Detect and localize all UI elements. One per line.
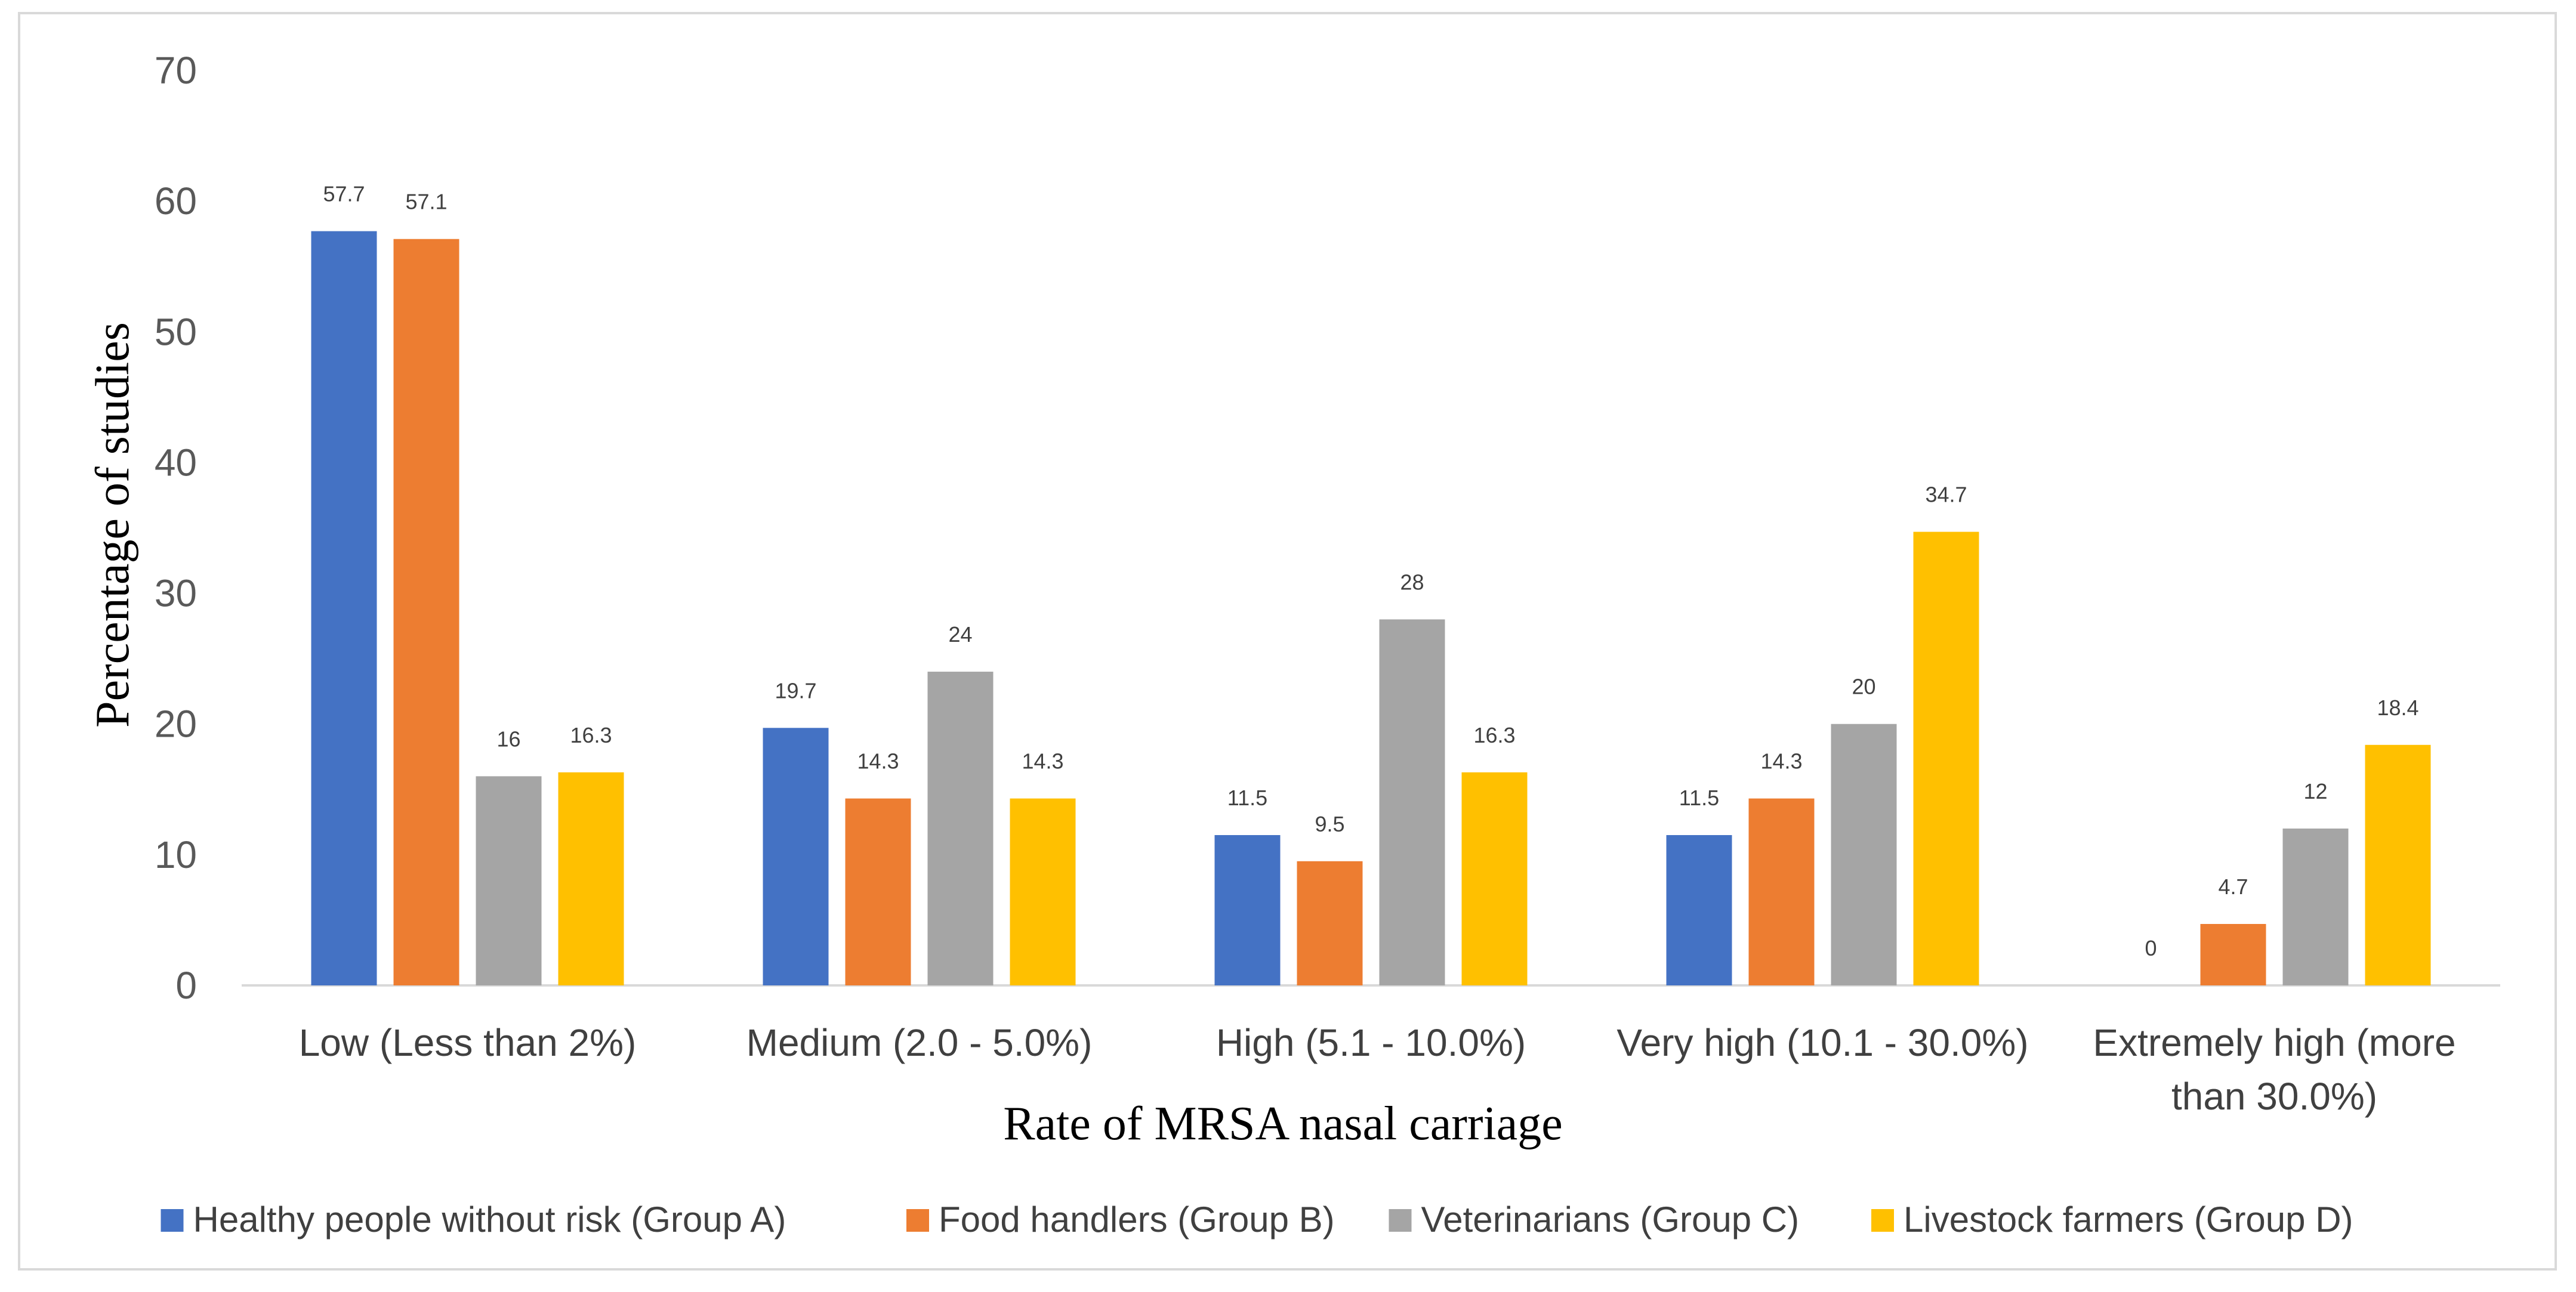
data-label: 14.3 [1760,749,1802,774]
data-label: 14.3 [857,749,899,774]
bar [2365,744,2431,985]
data-label: 9.5 [1315,812,1344,836]
bar [1379,619,1445,985]
bar [2282,829,2349,985]
bar [476,776,542,985]
legend-label: Healthy people without risk (Group A) [193,1200,786,1240]
bars [311,231,2431,986]
legend-swatch [161,1209,184,1232]
data-label: 12 [2303,779,2327,803]
y-tick-label: 10 [155,833,197,876]
bar [1913,531,1979,985]
bar [1297,861,1363,985]
bar [558,772,624,985]
bar [927,672,994,985]
bar [1666,834,1732,985]
bar [2200,924,2266,985]
legend-label: Food handlers (Group B) [939,1200,1335,1240]
data-label: 0 [2145,936,2157,960]
data-label: 24 [948,622,972,647]
x-tick-label: Extremely high (more than 30.0%) [2093,1021,2455,1118]
legend-swatch [1871,1209,1894,1232]
bar [1214,834,1281,985]
data-label: 11.5 [1227,786,1267,810]
bar [1461,772,1528,985]
y-tick-label: 30 [155,572,197,615]
data-label: 16 [496,727,520,751]
y-tick-label: 40 [155,441,197,484]
data-labels: 57.7 57.1 16 16.3 19.7 14.3 24 14.3 11.5 9.5 28 16.… [323,182,2418,960]
y-axis-ticks: 0 10 20 30 40 50 60 70 [155,49,197,1007]
bar [1831,724,1897,985]
y-tick-label: 60 [155,180,197,222]
bar [763,728,829,985]
data-label: 34.7 [1925,483,1967,507]
x-tick-label: Very high (10.1 - 30.0%) [1616,1021,2028,1064]
bar [393,239,459,985]
legend-swatch [1389,1209,1412,1232]
y-tick-label: 70 [155,49,197,92]
bar [1010,798,1076,985]
legend-label: Livestock farmers (Group D) [1904,1200,2353,1240]
y-axis-title: Percentage of studies [87,322,139,728]
category-labels: Low (Less than 2%) Medium (2.0 - 5.0%) Hig… [299,1021,2456,1118]
data-label: 11.5 [1679,786,1719,810]
y-tick-label: 0 [175,964,197,1007]
data-label: 4.7 [2218,874,2248,899]
data-label: 20 [1852,675,1875,699]
data-label: 14.3 [1022,749,1063,774]
x-tick-label: Medium (2.0 - 5.0%) [746,1021,1093,1064]
x-tick-label: Low (Less than 2%) [299,1021,637,1064]
legend: Healthy people without risk (Group A) Foo… [161,1200,2353,1240]
y-tick-label: 50 [155,310,197,353]
data-label: 18.4 [2377,696,2418,720]
bar [1748,798,1815,985]
legend-label: Veterinarians (Group C) [1421,1200,1800,1240]
legend-swatch [906,1209,929,1232]
x-tick-label: High (5.1 - 10.0%) [1216,1021,1526,1064]
x-axis-title: Rate of MRSA nasal carriage [1003,1098,1563,1150]
data-label: 16.3 [1473,723,1515,747]
bar [311,231,377,986]
data-label: 57.1 [405,190,447,214]
data-label: 16.3 [570,723,612,747]
y-tick-label: 20 [155,703,197,746]
data-label: 19.7 [775,678,816,703]
data-label: 57.7 [323,182,365,206]
bar [845,798,911,985]
data-label: 28 [1400,570,1424,594]
